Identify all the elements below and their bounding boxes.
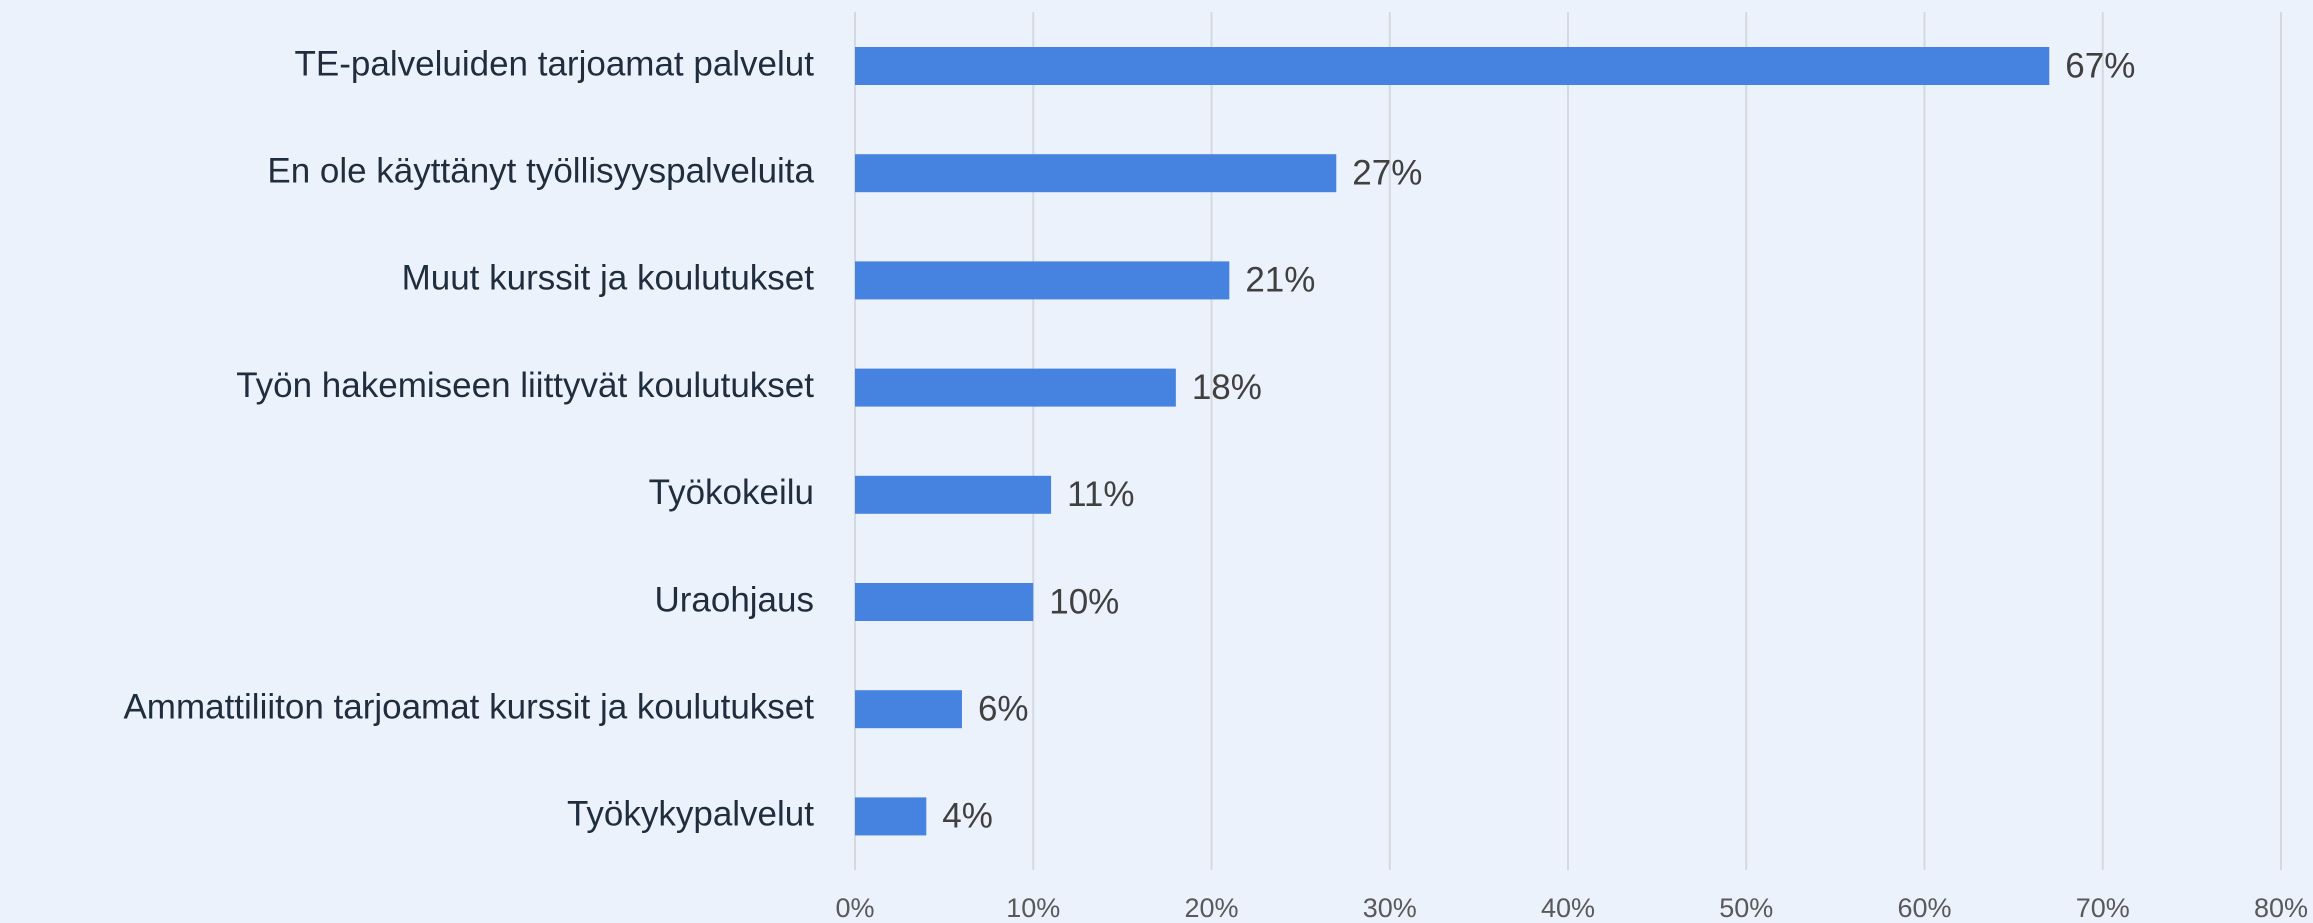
bar: [855, 368, 1176, 407]
bar: [855, 154, 1337, 193]
bar: [855, 261, 1230, 300]
y-tick-label: Muut kurssit ja koulutukset: [402, 259, 815, 298]
x-tick-label: 30%: [1363, 893, 1417, 923]
data-label: 6%: [978, 689, 1029, 728]
data-label: 27%: [1352, 153, 1422, 192]
bar: [855, 47, 2050, 85]
y-tick-label: Työkykypalvelut: [567, 795, 814, 834]
y-tick-label: Työn hakemiseen liittyvät koulutukset: [236, 366, 814, 405]
bar: [855, 797, 927, 836]
data-label: 18%: [1192, 368, 1262, 407]
y-tick-label: TE-palveluiden tarjoamat palvelut: [295, 44, 815, 83]
data-label: 4%: [942, 797, 993, 836]
x-tick-label: 20%: [1184, 893, 1238, 923]
x-tick-label: 0%: [835, 893, 874, 923]
y-tick-label: Työkokeilu: [649, 473, 814, 512]
y-tick-label: En ole käyttänyt työllisyyspalveluita: [267, 151, 814, 190]
data-label: 11%: [1067, 475, 1134, 514]
x-tick-label: 50%: [1719, 893, 1773, 923]
y-tick-label: Ammattiliiton tarjoamat kurssit ja koulu…: [123, 687, 814, 726]
x-tick-label: 70%: [2076, 893, 2130, 923]
data-label: 10%: [1049, 582, 1119, 621]
bar: [855, 475, 1052, 514]
bar: [855, 690, 962, 729]
x-tick-label: 10%: [1006, 893, 1060, 923]
bar: [855, 583, 1034, 621]
x-tick-label: 40%: [1541, 893, 1595, 923]
data-label: 67%: [2065, 46, 2135, 85]
x-tick-label: 60%: [1897, 893, 1951, 923]
y-tick-label: Uraohjaus: [654, 580, 814, 619]
data-label: 21%: [1245, 261, 1315, 300]
x-tick-label: 80%: [2254, 893, 2308, 923]
